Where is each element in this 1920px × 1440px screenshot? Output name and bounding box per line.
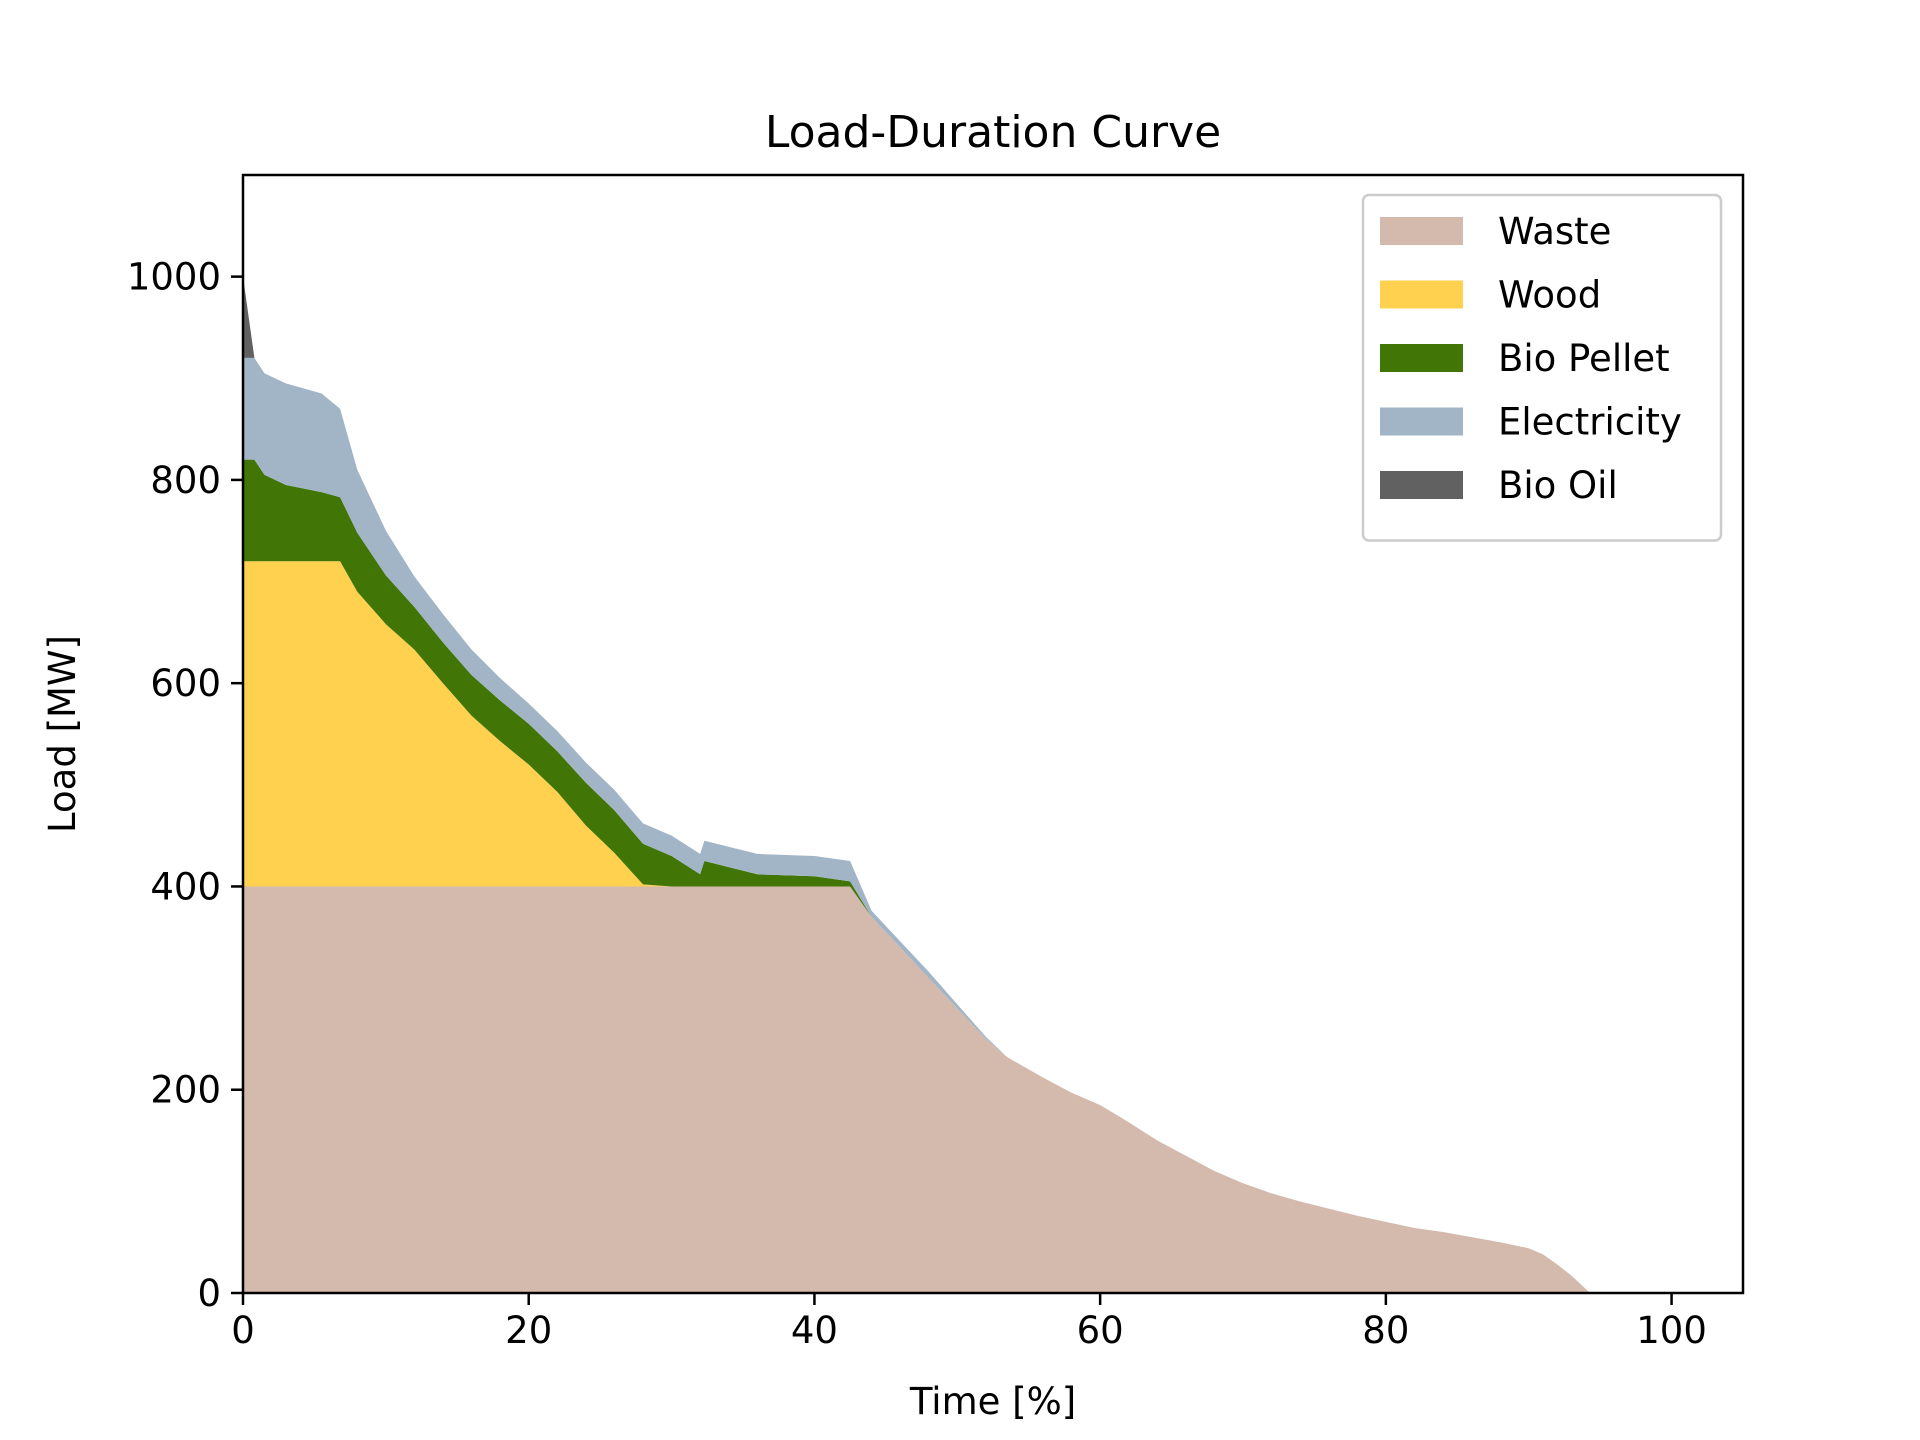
area-waste (243, 886, 1672, 1293)
x-tick-label: 40 (791, 1309, 838, 1352)
legend-swatch (1380, 471, 1463, 499)
x-tick-label: 60 (1077, 1309, 1124, 1352)
y-tick-label: 0 (197, 1272, 221, 1315)
legend-swatch (1380, 217, 1463, 245)
legend-swatch (1380, 407, 1463, 436)
legend-swatch (1380, 344, 1463, 372)
stacked-areas (243, 276, 1672, 1294)
x-tick-label: 20 (505, 1309, 552, 1352)
y-tick-label: 200 (150, 1069, 221, 1112)
y-axis-ticks: 0 200 400 600 800 1000 (127, 256, 243, 1315)
x-tick-label: 80 (1362, 1309, 1409, 1352)
x-tick-label: 100 (1636, 1309, 1707, 1352)
legend-label: Waste (1498, 210, 1611, 253)
x-tick-label: 0 (231, 1309, 255, 1352)
y-tick-label: 400 (150, 865, 221, 908)
legend-label: Wood (1498, 274, 1601, 317)
x-axis-ticks: 0 20 40 60 80 100 (231, 1293, 1707, 1352)
legend: Waste Wood Bio Pellet Electricity Bio Oil (1361, 193, 1723, 542)
legend-swatch (1380, 280, 1463, 309)
legend-label: Electricity (1498, 401, 1682, 444)
chart-title: Load-Duration Curve (765, 107, 1221, 158)
area-wood (243, 561, 1672, 1293)
y-tick-label: 800 (150, 459, 221, 502)
y-tick-label: 1000 (127, 256, 221, 299)
y-tick-label: 600 (150, 662, 221, 705)
y-axis-label: Load [MW] (41, 635, 84, 833)
legend-label: Bio Pellet (1498, 337, 1670, 380)
x-axis-label: Time [%] (909, 1380, 1076, 1423)
plot-frame (241, 173, 1745, 1295)
legend-label: Bio Oil (1498, 464, 1618, 507)
